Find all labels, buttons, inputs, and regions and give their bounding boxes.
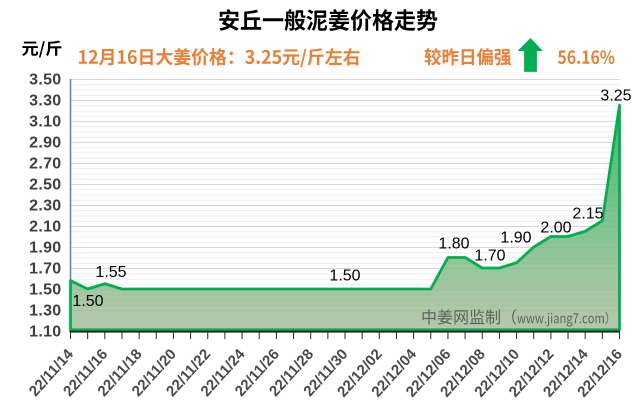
svg-text:2.15: 2.15 [572,206,603,223]
svg-text:2.50: 2.50 [29,177,61,194]
svg-text:1.90: 1.90 [500,230,531,247]
svg-text:2.70: 2.70 [29,156,61,173]
svg-text:3.25: 3.25 [600,88,631,105]
svg-text:1.10: 1.10 [29,324,61,341]
svg-text:3.30: 3.30 [29,93,61,110]
svg-text:2.90: 2.90 [29,135,61,152]
svg-text:1.90: 1.90 [29,240,61,257]
svg-text:1.70: 1.70 [29,261,61,278]
svg-text:3.10: 3.10 [29,114,61,131]
svg-text:1.80: 1.80 [438,236,469,253]
svg-text:2.10: 2.10 [29,219,61,236]
svg-text:1.55: 1.55 [95,264,126,281]
svg-text:1.50: 1.50 [72,293,103,310]
svg-text:2.30: 2.30 [29,198,61,215]
svg-text:3.50: 3.50 [29,72,61,89]
svg-text:2.00: 2.00 [540,220,571,237]
svg-text:1.50: 1.50 [29,282,61,299]
svg-text:1.70: 1.70 [474,248,505,265]
svg-text:1.30: 1.30 [29,303,61,320]
svg-text:1.50: 1.50 [329,268,360,285]
